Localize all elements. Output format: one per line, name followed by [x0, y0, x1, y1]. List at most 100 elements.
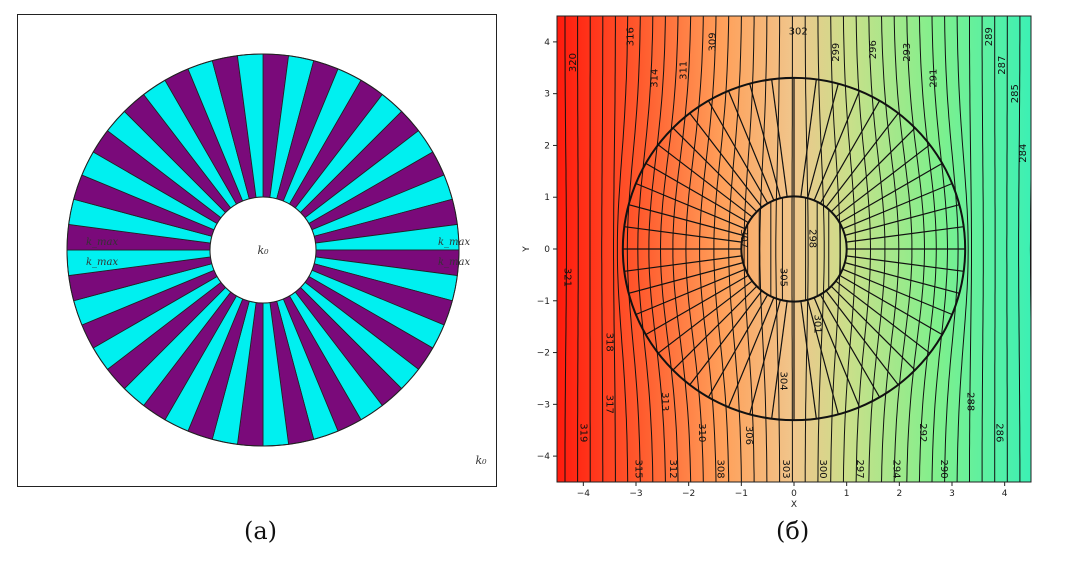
radial-boundary	[727, 297, 775, 408]
contour-label: 310	[696, 423, 707, 442]
contour-label: 314	[649, 69, 660, 88]
radial-boundary	[771, 301, 788, 419]
inner-circle	[209, 196, 317, 304]
radial-boundary	[672, 127, 758, 213]
radial-boundary	[635, 268, 746, 316]
contour-line	[1029, 144, 1031, 354]
contour-label: 319	[577, 423, 588, 442]
radial-boundary	[800, 79, 817, 197]
kmax-label-right-upper: k_max	[438, 237, 471, 248]
caption-b: (б)	[776, 517, 810, 545]
contour-label: 284	[1018, 144, 1029, 163]
contour-label: 292	[917, 423, 928, 442]
radial-boundary	[839, 274, 943, 336]
caption-a: (а)	[244, 517, 278, 545]
center-label: k₀	[257, 244, 269, 257]
contour-line	[956, 16, 969, 482]
radial-boundary	[749, 83, 781, 199]
corner-label: k₀	[475, 454, 487, 467]
radial-boundary	[771, 79, 788, 197]
radial-boundary	[707, 294, 769, 398]
contour-label: 318	[604, 333, 615, 352]
x-tick-label: −2	[682, 489, 695, 499]
y-tick-label: 0	[544, 245, 550, 255]
x-tick-label: 1	[844, 489, 850, 499]
contour-line	[804, 16, 809, 482]
contour-line	[817, 16, 825, 482]
radial-boundary	[689, 290, 763, 386]
y-tick-label: −3	[537, 400, 550, 410]
x-axis-ticks: −4 −3 −2 −1 0 1 2 3 4	[577, 482, 1008, 499]
radial-boundary	[846, 226, 964, 243]
y-axis-ticks: 4 3 2 1 0 −1 −2 −3 −4	[537, 38, 557, 462]
radial-boundary	[844, 262, 960, 294]
radial-boundary	[624, 226, 742, 243]
contour-label: 298	[806, 229, 817, 248]
contour-line	[577, 16, 579, 482]
radial-boundary	[628, 262, 744, 294]
y-tick-label: 2	[544, 141, 550, 151]
radial-boundary	[830, 285, 916, 371]
contour-line	[564, 16, 567, 482]
x-tick-label: 4	[1002, 489, 1008, 499]
radial-boundary	[835, 280, 931, 354]
annular-sector-diagram: k₀ k₀ k_max k_max k_max k_max	[66, 53, 487, 467]
contour-label: 293	[902, 43, 913, 62]
x-tick-label: −4	[577, 489, 591, 499]
radial-boundary	[846, 255, 964, 272]
radial-boundary	[645, 274, 749, 336]
contour-label: 287	[997, 56, 1008, 75]
contour-label: 309	[707, 32, 718, 51]
radial-boundary	[835, 144, 931, 218]
y-tick-label: −4	[537, 452, 551, 462]
contour-label: 285	[1010, 84, 1021, 103]
radial-boundary	[813, 90, 861, 201]
radial-boundary	[628, 204, 744, 236]
radial-boundary	[727, 90, 775, 201]
y-axis-label: Y	[522, 246, 532, 253]
contour-line	[775, 16, 781, 482]
panel-a-frame: k₀ k₀ k_max k_max k_max k_max	[17, 14, 497, 487]
x-tick-label: 0	[791, 489, 797, 499]
radial-boundary	[635, 182, 746, 230]
contour-label: 303	[780, 460, 791, 479]
radial-boundary	[707, 100, 769, 204]
radial-boundary	[807, 83, 839, 199]
radial-boundary	[813, 297, 861, 408]
radial-boundary	[819, 100, 881, 204]
structure-outline	[621, 76, 967, 422]
contour-label: 286	[993, 423, 1004, 442]
contour-label: 306	[743, 426, 754, 445]
radial-boundary	[842, 268, 953, 316]
y-tick-label: −2	[537, 349, 550, 359]
contour-label: 289	[984, 27, 995, 46]
radial-boundary	[645, 162, 749, 224]
radial-boundary	[825, 290, 899, 386]
contour-label: 307	[738, 229, 749, 248]
radial-boundary	[844, 204, 960, 236]
radial-boundary	[657, 280, 753, 354]
radial-boundary	[807, 299, 839, 415]
contour-line	[759, 16, 768, 482]
contour-label: 320	[568, 53, 579, 72]
radial-boundary	[800, 301, 817, 419]
radial-boundary	[825, 112, 899, 208]
y-tick-label: 4	[544, 38, 550, 48]
contour-line	[969, 16, 972, 482]
radial-boundary	[819, 294, 881, 398]
contour-label: 297	[854, 460, 865, 479]
contour-label: 305	[777, 268, 788, 287]
contour-label: 296	[868, 40, 879, 59]
radial-boundary	[830, 127, 916, 213]
contour-line	[613, 16, 616, 482]
contour-label: 311	[678, 61, 689, 80]
inner-boundary	[740, 195, 848, 303]
radial-boundary	[839, 162, 943, 224]
y-tick-label: 1	[544, 193, 550, 203]
contour-label: 308	[714, 460, 725, 479]
contour-line	[1018, 16, 1021, 482]
contour-label: 316	[626, 27, 637, 46]
contour-label: 290	[938, 460, 949, 479]
contour-label: 302	[789, 27, 808, 38]
